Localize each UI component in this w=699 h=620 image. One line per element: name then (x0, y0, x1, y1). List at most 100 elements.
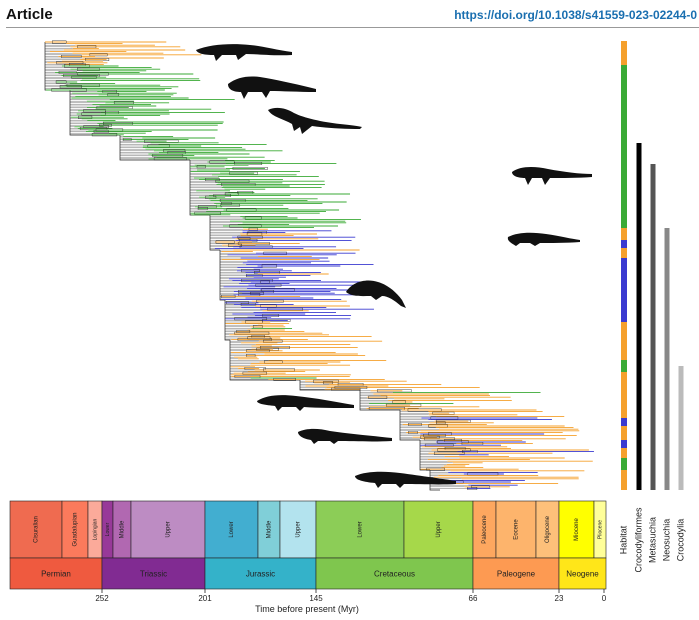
silhouette-5 (507, 232, 580, 246)
clade-bar: Crocodyliformes (633, 143, 643, 573)
age-range-box (323, 381, 333, 385)
period-cell: Paleogene (472, 557, 560, 590)
habitat-segment (621, 448, 627, 458)
time-axis-label: Time before present (Myr) (255, 604, 359, 614)
age-range-box (423, 437, 455, 441)
age-range-box (220, 203, 240, 207)
epoch-cell: Upper (130, 500, 206, 559)
habitat-segment (621, 470, 627, 490)
habitat-segment (621, 240, 627, 248)
age-range-box (58, 70, 77, 74)
tick-label: 201 (198, 594, 212, 603)
silhouette-7 (257, 395, 354, 411)
age-range-box (220, 295, 236, 298)
header-rule (6, 27, 699, 28)
clade-bar-label: Crocodyliformes (633, 507, 643, 573)
clade-bar: Metasuchia (647, 164, 657, 563)
epoch-cell: Lower (204, 500, 259, 559)
period-label: Permian (41, 570, 71, 579)
tick-label: 145 (309, 594, 323, 603)
clade-bar-label: Habitat (618, 525, 628, 554)
epoch-label: Upper (166, 521, 172, 537)
tick-label: 66 (469, 594, 478, 603)
epoch-cell: Pliocene (593, 500, 607, 559)
age-range-box (260, 346, 290, 349)
epoch-cell: Lower (101, 500, 114, 559)
tick-label: 0 (602, 594, 607, 603)
phylogenetic-tree (44, 40, 594, 491)
tick-label: 23 (555, 594, 564, 603)
period-cell: Cretaceous (315, 557, 474, 590)
habitat-segment (621, 440, 627, 448)
period-label: Triassic (140, 570, 167, 579)
epoch-cell: Cisuralian (9, 500, 63, 559)
epoch-label: Lower (105, 522, 111, 536)
age-range-box (234, 317, 267, 321)
silhouettes (196, 44, 592, 488)
silhouette-4 (512, 167, 592, 185)
clade-range (664, 228, 670, 490)
age-range-box (408, 423, 422, 426)
epoch-cell: Guadalupian (61, 500, 89, 559)
age-range-box (433, 451, 465, 455)
epoch-label: Middle (120, 520, 126, 538)
epoch-label: Pliocene (597, 520, 603, 539)
age-range-box (209, 160, 235, 164)
age-range-box (122, 138, 132, 141)
clade-bar: Neosuchia (661, 228, 671, 561)
age-range-box (196, 165, 206, 169)
period-row: Permian Triassic Jurassic Cretaceous Paleoge… (9, 557, 607, 590)
epoch-row: Cisuralian Guadalupian Lopingian Lower Middl… (9, 500, 607, 559)
period-cell: Permian (9, 557, 103, 590)
habitat-segment (621, 228, 627, 240)
age-range-box (261, 264, 277, 268)
silhouette-6 (346, 280, 406, 308)
epoch-label: Upper (296, 521, 302, 537)
epoch-cell: Middle (112, 500, 132, 559)
epoch-label: Paleocene (482, 515, 488, 544)
age-range-box (61, 55, 82, 58)
clade-range (650, 164, 656, 490)
age-range-box (467, 487, 478, 490)
epoch-label: Lower (229, 521, 235, 537)
period-cell: Jurassic (204, 557, 317, 590)
period-cell: Triassic (101, 557, 206, 590)
age-range-box (368, 407, 405, 410)
age-range-box (204, 178, 220, 181)
epoch-label: Upper (436, 521, 442, 537)
silhouette-3 (268, 107, 362, 134)
age-range-box (153, 157, 187, 161)
age-range-box (64, 64, 90, 68)
clade-range (678, 366, 684, 490)
clade-bars: Habitat Crocodyliformes Metasuchia Neosuchi… (618, 41, 685, 573)
epoch-cell: Upper (403, 500, 474, 559)
period-label: Neogene (566, 570, 599, 579)
age-range-box (240, 303, 257, 306)
age-range-box (93, 130, 109, 133)
epoch-cell: Paleocene (472, 500, 497, 559)
period-cell: Neogene (558, 557, 607, 590)
age-range-box (52, 40, 67, 44)
period-label: Jurassic (246, 570, 275, 579)
article-label: Article (6, 6, 53, 23)
age-range-box (262, 319, 291, 322)
epoch-label: Oligocene (545, 515, 551, 543)
doi-link[interactable]: https://doi.org/10.1038/s41559-023-02244… (454, 8, 697, 22)
age-range-box (91, 133, 118, 137)
clade-bar-label: Crocodylia (675, 519, 685, 562)
age-range-box (408, 431, 418, 434)
epoch-label: Eocene (514, 519, 520, 540)
clade-bar-label: Neosuchia (661, 519, 671, 562)
silhouette-2 (228, 76, 316, 99)
tick-label: 252 (95, 594, 109, 603)
age-range-box (232, 166, 268, 170)
time-axis-ticks: 252 201 145 66 23 0 (95, 589, 607, 603)
habitat-segment (621, 248, 627, 258)
clade-bar: Habitat (618, 41, 628, 554)
age-range-box (197, 206, 208, 210)
epoch-label: Guadalupian (73, 512, 79, 546)
epoch-cell: Upper (279, 500, 317, 559)
epoch-cell: Oligocene (535, 500, 560, 559)
habitat-segment (621, 418, 627, 426)
